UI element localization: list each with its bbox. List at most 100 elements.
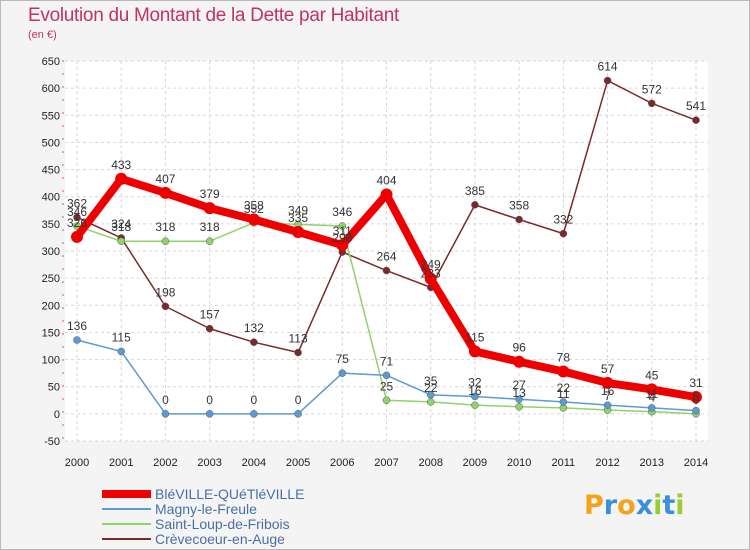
data-point-0 bbox=[513, 355, 526, 368]
x-tick-label: 2007 bbox=[374, 457, 398, 469]
x-tick-label: 2014 bbox=[684, 457, 708, 469]
data-point-0 bbox=[71, 230, 83, 243]
data-point-0 bbox=[203, 202, 216, 215]
data-point-1 bbox=[294, 410, 302, 418]
data-label-1: 136 bbox=[67, 319, 87, 333]
data-label-2: 4 bbox=[648, 391, 655, 405]
x-tick-label: 2008 bbox=[418, 457, 442, 469]
data-point-1 bbox=[559, 398, 568, 406]
y-tick-label: 500 bbox=[42, 137, 60, 149]
data-label-2: 346 bbox=[67, 205, 87, 219]
data-point-0 bbox=[336, 239, 349, 252]
data-point-3 bbox=[692, 116, 700, 124]
y-tick-label: 300 bbox=[42, 246, 60, 258]
data-point-3 bbox=[382, 266, 391, 275]
data-point-2 bbox=[515, 403, 523, 411]
data-point-2 bbox=[117, 237, 125, 245]
x-tick-label: 2010 bbox=[507, 457, 531, 469]
data-point-2 bbox=[205, 237, 214, 245]
x-tick-label: 2011 bbox=[552, 457, 576, 469]
proxiti-logo: Proxiti bbox=[584, 490, 685, 521]
data-label-1: 6 bbox=[693, 390, 700, 404]
data-point-3 bbox=[515, 215, 523, 224]
data-label-2: 22 bbox=[424, 381, 438, 395]
data-label-2: 318 bbox=[200, 220, 220, 234]
data-label-1: 16 bbox=[601, 384, 615, 398]
data-label-2: 0 bbox=[693, 393, 700, 407]
data-label-3: 264 bbox=[376, 250, 396, 264]
data-label-3: 385 bbox=[465, 184, 485, 198]
data-label-0: 45 bbox=[645, 368, 659, 382]
legend-label: Saint-Loup-de-Fribois bbox=[155, 516, 290, 532]
y-tick-label: -50 bbox=[44, 436, 60, 448]
chart-title: Evolution du Montant de la Dette par Hab… bbox=[28, 5, 399, 26]
data-label-1: 11 bbox=[646, 387, 659, 401]
y-tick-label: 100 bbox=[42, 355, 60, 367]
data-label-3: 358 bbox=[509, 199, 529, 213]
data-label-3: 572 bbox=[642, 82, 662, 96]
y-tick-label: 650 bbox=[42, 56, 60, 68]
data-point-3 bbox=[294, 348, 302, 357]
data-point-2 bbox=[426, 398, 435, 406]
data-label-2: 13 bbox=[512, 386, 526, 400]
data-point-0 bbox=[645, 383, 658, 396]
data-label-1: 0 bbox=[206, 393, 213, 407]
data-label-3: 233 bbox=[421, 266, 441, 280]
data-point-3 bbox=[73, 213, 81, 222]
data-point-3 bbox=[603, 76, 612, 85]
x-tick-label: 2013 bbox=[640, 457, 664, 469]
x-tick-label: 2012 bbox=[595, 457, 619, 469]
data-label-3: 541 bbox=[686, 99, 706, 113]
y-tick-label: 400 bbox=[42, 192, 60, 204]
data-label-3: 324 bbox=[111, 217, 131, 231]
logo-letter: t bbox=[662, 490, 676, 521]
data-point-1 bbox=[382, 371, 391, 380]
x-tick-label: 2005 bbox=[286, 457, 310, 469]
x-tick-label: 2004 bbox=[242, 457, 266, 469]
data-point-2 bbox=[161, 237, 170, 245]
y-tick-label: 450 bbox=[42, 165, 60, 177]
data-label-2: 349 bbox=[288, 203, 308, 217]
data-label-3: 157 bbox=[200, 308, 220, 322]
data-point-2 bbox=[382, 396, 391, 405]
data-point-3 bbox=[161, 302, 170, 311]
legend-label: BléVILLE-QUéTléVILLE bbox=[155, 486, 304, 502]
data-point-1 bbox=[603, 401, 612, 409]
data-label-1: 22 bbox=[557, 381, 571, 395]
data-label-3: 362 bbox=[67, 196, 87, 210]
logo-letter: x bbox=[635, 490, 654, 521]
data-point-3 bbox=[559, 229, 568, 238]
logo-letter: P bbox=[584, 490, 604, 521]
data-point-0 bbox=[690, 391, 702, 404]
data-label-1: 0 bbox=[162, 393, 169, 407]
logo-letter: i bbox=[675, 490, 685, 521]
data-point-0 bbox=[159, 186, 172, 199]
data-label-2: 318 bbox=[155, 220, 175, 234]
data-label-0: 31 bbox=[689, 376, 703, 390]
data-label-0: 433 bbox=[111, 158, 131, 172]
legend-label: Magny-le-Freule bbox=[155, 501, 257, 517]
logo-letter: i bbox=[653, 490, 663, 521]
data-label-0: 404 bbox=[376, 174, 396, 188]
data-label-1: 115 bbox=[112, 330, 131, 344]
data-label-3: 332 bbox=[553, 213, 573, 227]
data-label-3: 132 bbox=[244, 321, 264, 335]
data-label-0: 311 bbox=[333, 224, 352, 238]
data-point-1 bbox=[692, 406, 700, 415]
data-point-3 bbox=[471, 201, 479, 209]
logo-letter: r bbox=[603, 490, 618, 521]
y-tick-label: 200 bbox=[42, 300, 60, 312]
data-label-2: 7 bbox=[604, 389, 611, 403]
data-label-0: 407 bbox=[155, 172, 175, 186]
data-label-1: 0 bbox=[295, 393, 302, 407]
data-point-0 bbox=[115, 172, 128, 185]
x-tick-label: 2009 bbox=[463, 457, 487, 469]
data-point-0 bbox=[292, 226, 305, 238]
data-label-1: 71 bbox=[380, 354, 394, 368]
chart-unit-label: (en €) bbox=[28, 29, 57, 41]
x-tick-label: 2001 bbox=[109, 457, 133, 469]
y-tick-label: 50 bbox=[48, 382, 60, 394]
data-point-0 bbox=[247, 213, 260, 226]
